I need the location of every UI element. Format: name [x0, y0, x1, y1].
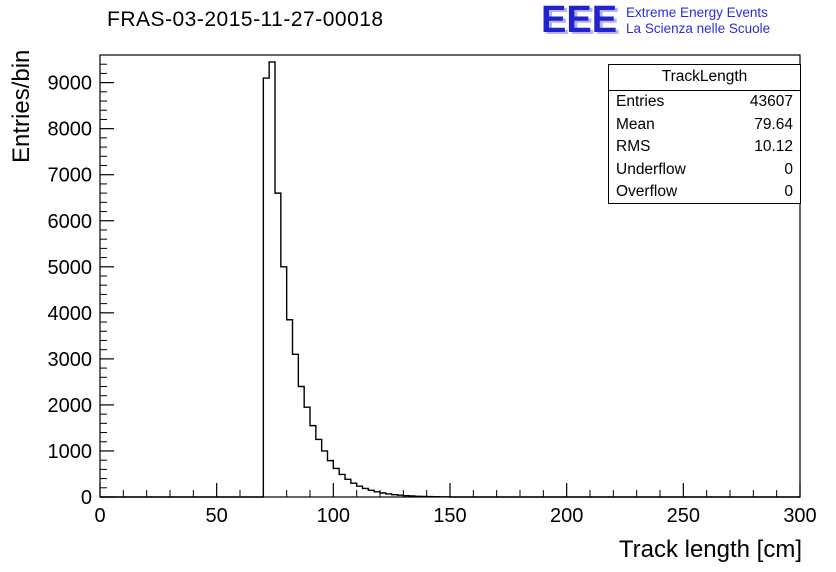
- stats-rows: Entries 43607 Mean 79.64 RMS 10.12 Underflow 0 O…: [609, 91, 800, 204]
- eee-logo-line1: Extreme Energy Events: [626, 5, 768, 20]
- stat-value: 43607: [749, 93, 793, 110]
- y-tick-label: 7000: [48, 165, 93, 187]
- stat-value: 10.12: [754, 138, 793, 155]
- x-tick-label: 100: [317, 505, 350, 527]
- stat-row: RMS 10.12: [609, 136, 800, 159]
- stat-row: Entries 43607: [609, 91, 800, 114]
- stat-label: Underflow: [616, 160, 686, 178]
- y-tick-label: 3000: [48, 349, 93, 371]
- stats-box-title: TrackLength: [609, 65, 800, 91]
- y-tick-label: 6000: [48, 211, 93, 233]
- y-tick-label: 9000: [48, 73, 93, 95]
- eee-logo: EEE Extreme Energy Events La Scienza nel…: [541, 0, 770, 41]
- x-tick-label: 250: [667, 505, 700, 527]
- eee-logo-line2: La Scienza nelle Scuole: [626, 21, 771, 36]
- y-tick-label: 1000: [48, 441, 93, 463]
- stat-value: 0: [784, 183, 793, 200]
- stat-label: Overflow: [616, 183, 678, 200]
- stat-label: RMS: [616, 138, 651, 155]
- y-tick-label: 4000: [48, 303, 93, 325]
- x-axis-label: Track length [cm]: [618, 536, 802, 563]
- x-tick-label: 50: [206, 505, 228, 527]
- stat-value: 0: [784, 160, 793, 178]
- x-tick-label: 300: [783, 505, 816, 527]
- x-tick-label: 0: [94, 505, 105, 527]
- stat-row: Mean 79.64: [609, 113, 800, 136]
- stat-row: Overflow 0: [609, 181, 800, 204]
- x-tick-label: 200: [550, 505, 583, 527]
- stat-row: Underflow 0: [609, 158, 800, 181]
- y-tick-label: 5000: [48, 257, 93, 279]
- y-tick-label: 0: [81, 487, 92, 509]
- stat-label: Entries: [616, 93, 665, 110]
- y-tick-label: 2000: [48, 395, 93, 417]
- eee-logo-acronym: EEE: [541, 0, 618, 41]
- eee-logo-text: Extreme Energy Events La Scienza nelle S…: [626, 2, 770, 37]
- y-tick-label: 8000: [48, 119, 93, 141]
- histogram-line: [100, 61, 800, 498]
- plot-title: FRAS-03-2015-11-27-00018: [107, 8, 384, 31]
- stat-value: 79.64: [754, 115, 793, 133]
- stat-label: Mean: [616, 115, 655, 133]
- x-tick-label: 150: [433, 505, 466, 527]
- stats-box: TrackLength Entries 43607 Mean 79.64 RMS 10.1…: [608, 64, 801, 204]
